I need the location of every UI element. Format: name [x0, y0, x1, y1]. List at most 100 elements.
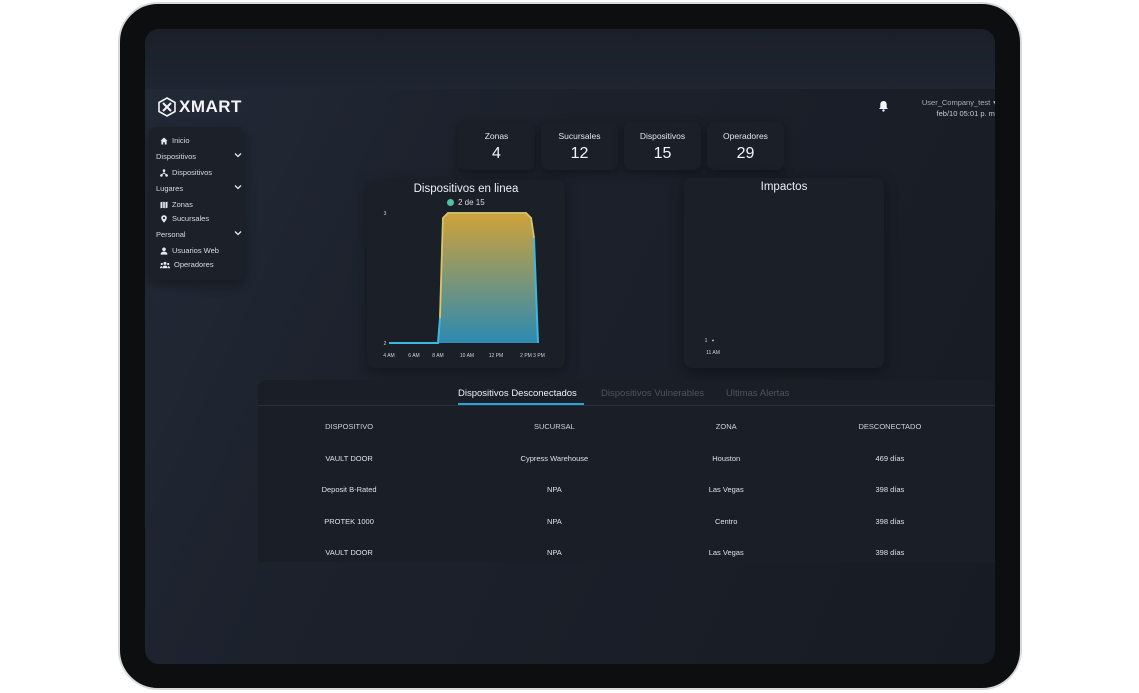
cell-sucursal: Cypress Warehouse: [520, 453, 589, 463]
chevron-down-icon: [234, 153, 242, 158]
sidebar-item-zonas[interactable]: Zonas: [160, 200, 193, 209]
column-header-sucursal[interactable]: SUCURSAL: [533, 422, 575, 432]
stat-value: 15: [653, 145, 672, 162]
x-tick-label: 10 AM: [460, 353, 474, 359]
user-name: User_Company_test: [921, 98, 991, 107]
online-chart-legend[interactable]: 2 de 15: [447, 198, 485, 207]
chevron-down-icon: [234, 185, 242, 190]
cell-zona: Las Vegas: [708, 485, 744, 495]
table-row[interactable]: Deposit B-Rated NPA Las Vegas 398 días: [257, 474, 995, 506]
sidebar-section-label: Lugares: [156, 184, 184, 193]
user-menu[interactable]: User_Company_test▾ feb/10 05:01 p. m.: [897, 97, 995, 119]
stat-value: 29: [736, 145, 755, 162]
cell-desconectado: 398 días: [875, 516, 905, 526]
user-icon: [160, 247, 168, 255]
notifications-bell-icon[interactable]: [878, 99, 889, 117]
stat-label: Dispositivos: [639, 131, 686, 141]
sidebar-item-label: Inicio: [172, 136, 190, 145]
sidebar-item-usuarios-web[interactable]: Usuarios Web: [160, 246, 219, 255]
online-series-area: [389, 213, 538, 343]
active-tab-indicator: [458, 403, 584, 405]
sidebar-item-label: Sucursales: [172, 214, 210, 223]
impacts-chart[interactable]: 1 11 AM: [684, 178, 884, 368]
stat-label: Sucursales: [558, 131, 601, 141]
tab-dispositivos-vulnerables[interactable]: Dispositivos Vulnerables: [601, 388, 705, 399]
online-chart-title: Dispositivos en linea: [413, 183, 519, 195]
sidebar-section-personal[interactable]: Personal: [156, 230, 242, 239]
x-tick-label: 12 PM: [489, 353, 503, 359]
x-tick-label: 8 AM: [432, 353, 443, 359]
xmart-logo-icon: [158, 97, 176, 117]
brand-name: XMART: [179, 97, 242, 116]
cell-sucursal: NPA: [546, 548, 562, 558]
sidebar-section-label: Dispositivos: [156, 152, 197, 161]
cell-zona: Centro: [714, 516, 738, 526]
stats-row: Zonas 4 Sucursales 12 Dispositivos 15 Op…: [458, 122, 784, 170]
column-header-desconectado[interactable]: DESCONECTADO: [858, 422, 922, 432]
cell-sucursal: NPA: [546, 516, 562, 526]
table-row[interactable]: VAULT DOOR Cypress Warehouse Houston 469…: [257, 443, 995, 475]
sidebar-section-lugares[interactable]: Lugares: [156, 184, 242, 193]
tab-ultimas-alertas[interactable]: Ultimas Alertas: [726, 388, 790, 399]
x-tick-label: 6 AM: [408, 353, 419, 359]
x-tick-label: 2 PM: [520, 353, 532, 359]
impacts-chart-title: Impactos: [760, 181, 808, 193]
table-row[interactable]: VAULT DOOR NPA Las Vegas 398 días: [257, 537, 995, 569]
cell-dispositivo: VAULT DOOR: [325, 548, 373, 558]
stat-card-sucursales[interactable]: Sucursales 12: [541, 122, 618, 170]
table-header-row: DISPOSITIVO SUCURSAL ZONA DESCONECTADO: [257, 411, 995, 443]
stat-label: Operadores: [723, 131, 768, 141]
cell-dispositivo: VAULT DOOR: [325, 453, 373, 463]
stat-card-dispositivos[interactable]: Dispositivos 15: [624, 122, 701, 170]
x-tick-label: 11 AM: [706, 350, 720, 356]
map-icon: [160, 201, 168, 208]
y-tick-label: 2: [384, 341, 387, 347]
sidebar-item-label: Usuarios Web: [172, 246, 219, 255]
column-header-zona[interactable]: ZONA: [715, 422, 737, 432]
cell-desconectado: 469 días: [875, 453, 905, 463]
sidebar-item-inicio[interactable]: Inicio: [160, 136, 190, 145]
current-datetime: feb/10 05:01 p. m.: [936, 109, 995, 118]
online-series-line-top: [439, 212, 535, 319]
cell-dispositivo: Deposit B-Rated: [321, 485, 377, 495]
stat-card-operadores[interactable]: Operadores 29: [707, 122, 784, 170]
stat-value: 4: [492, 145, 501, 162]
sidebar-item-label: Dispositivos: [172, 168, 213, 177]
network-icon: [160, 168, 168, 177]
column-header-dispositivo[interactable]: DISPOSITIVO: [325, 422, 374, 432]
y-tick-label: 1: [705, 338, 708, 344]
legend-label: 2 de 15: [458, 198, 485, 207]
x-tick-label: 3 PM: [533, 353, 545, 359]
tab-dispositivos-desconectados[interactable]: Dispositivos Desconectados: [458, 388, 577, 399]
sidebar: Inicio Dispositivos Dispositivos Lugares…: [149, 127, 244, 280]
sidebar-section-label: Personal: [156, 230, 186, 239]
cell-zona: Las Vegas: [708, 548, 744, 558]
sidebar-item-operadores[interactable]: Operadores: [160, 260, 214, 269]
sidebar-item-label: Operadores: [174, 260, 214, 269]
stat-label: Zonas: [484, 131, 509, 141]
group-icon: [160, 261, 170, 268]
impact-point[interactable]: [712, 339, 714, 342]
sidebar-item-label: Zonas: [172, 200, 193, 209]
chevron-down-icon: [234, 231, 242, 236]
disconnected-devices-table: DISPOSITIVO SUCURSAL ZONA DESCONECTADO V…: [257, 411, 995, 569]
online-devices-chart[interactable]: 2 3 4 AM 6 AM 8 AM 10 AM 12 PM 2 PM 3 PM: [367, 180, 565, 368]
stat-value: 12: [570, 145, 589, 162]
stat-card-zonas[interactable]: Zonas 4: [458, 122, 535, 170]
sidebar-section-dispositivos[interactable]: Dispositivos: [156, 152, 242, 161]
app-screen: XMART User_Company_test▾ feb/10 05:01 p.…: [145, 29, 995, 664]
top-bar: [145, 29, 995, 89]
impacts-card: Impactos 1 11 AM: [684, 178, 884, 368]
sidebar-item-sucursales[interactable]: Sucursales: [160, 214, 209, 223]
table-row[interactable]: PROTEK 1000 NPA Centro 398 días: [257, 506, 995, 538]
cell-dispositivo: PROTEK 1000: [324, 516, 374, 526]
caret-down-icon: ▾: [993, 98, 995, 107]
x-tick-label: 4 AM: [383, 353, 394, 359]
home-icon: [160, 137, 168, 144]
sidebar-item-dispositivos[interactable]: Dispositivos: [160, 168, 212, 177]
brand-logo[interactable]: XMART: [157, 97, 242, 117]
cell-desconectado: 398 días: [875, 548, 905, 558]
legend-dot: [447, 199, 454, 206]
cell-sucursal: NPA: [546, 485, 562, 495]
location-pin-icon: [161, 214, 167, 223]
